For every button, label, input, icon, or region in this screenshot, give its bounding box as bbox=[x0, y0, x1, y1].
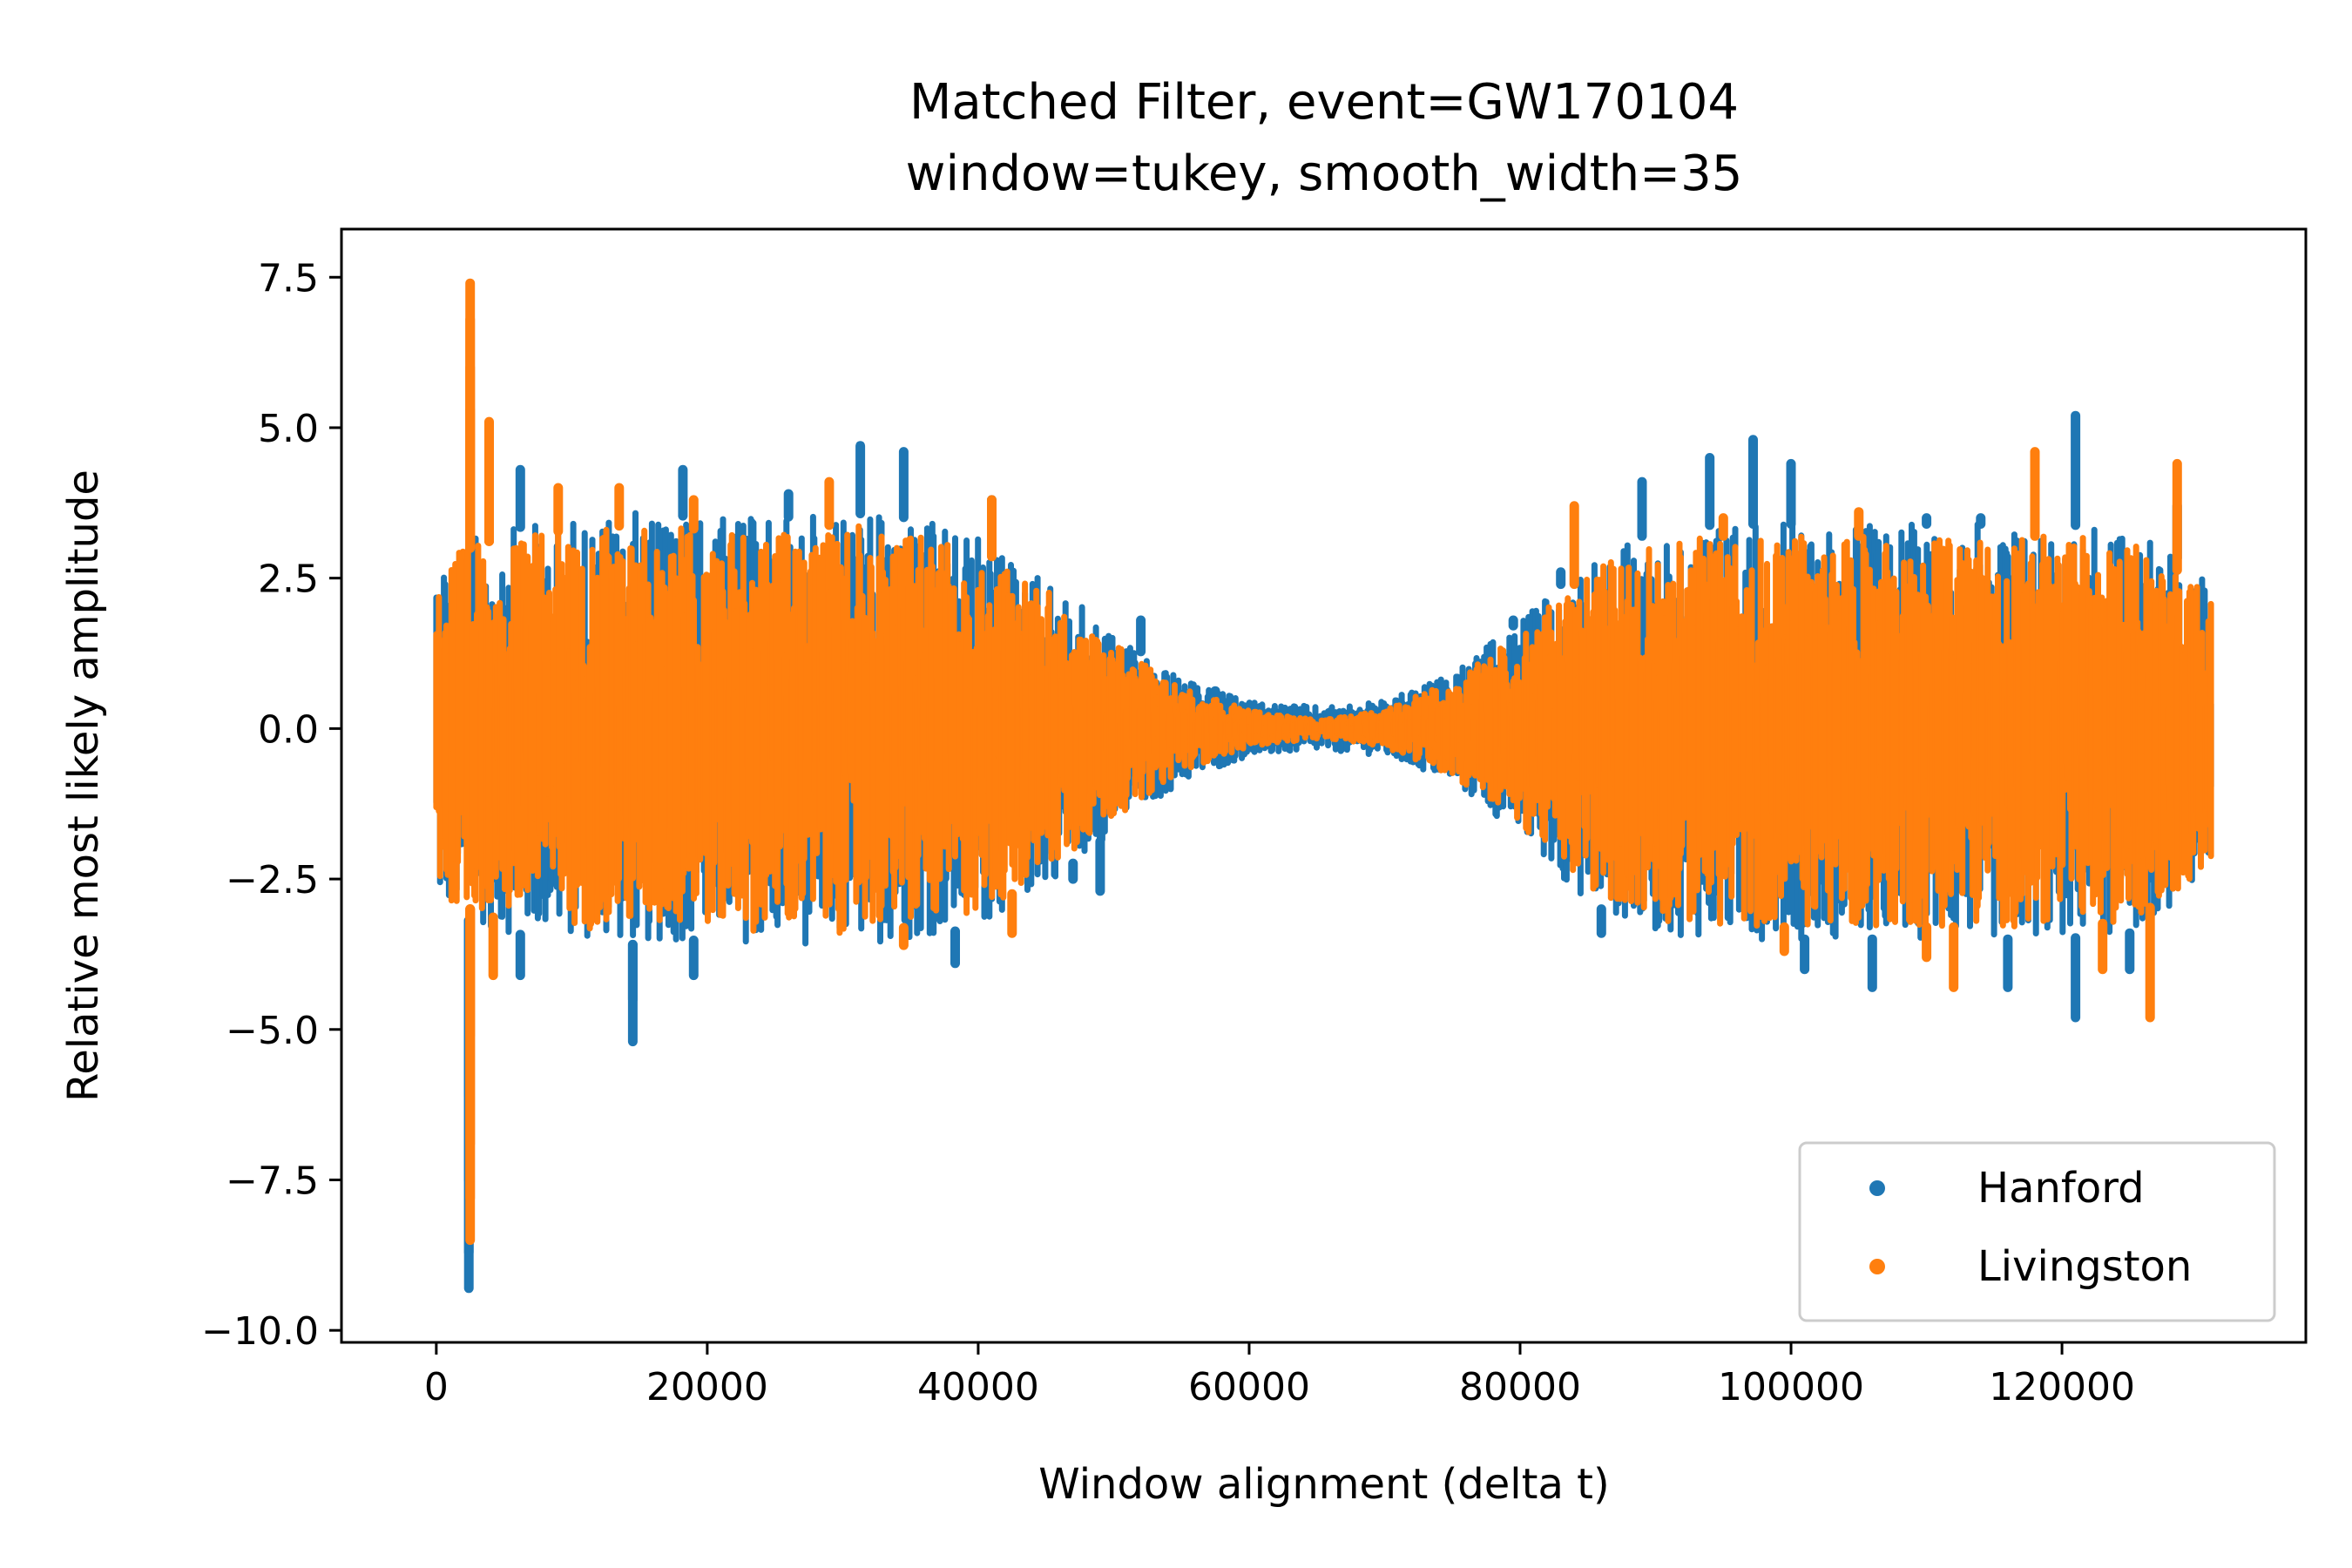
y-tick-label: −2.5 bbox=[226, 858, 319, 902]
x-tick-label: 0 bbox=[424, 1365, 449, 1409]
y-axis: 7.5 5.0 2.5 0.0 −2.5 −5.0 −7.5 −10.0 bbox=[201, 256, 341, 1354]
plot-area bbox=[433, 278, 2214, 1294]
x-tick-label: 100000 bbox=[1718, 1365, 1864, 1409]
legend-box bbox=[1798, 1141, 2276, 1322]
y-tick-label: 0.0 bbox=[258, 707, 319, 752]
y-axis-label: Relative most likely amplitude bbox=[59, 470, 108, 1102]
x-axis: 0 20000 40000 60000 80000 100000 120000 bbox=[424, 1342, 2135, 1409]
y-tick-label: −10.0 bbox=[201, 1309, 319, 1354]
x-tick-label: 120000 bbox=[1989, 1365, 2135, 1409]
y-tick-label: −5.0 bbox=[226, 1009, 319, 1053]
legend-label-livingston: Livingston bbox=[1977, 1242, 2192, 1291]
plot-frame bbox=[340, 227, 2308, 1344]
x-tick-label: 20000 bbox=[646, 1365, 768, 1409]
y-tick-label: 2.5 bbox=[258, 558, 319, 602]
legend-marker-hanford bbox=[1869, 1180, 1885, 1196]
x-tick-label: 40000 bbox=[917, 1365, 1039, 1409]
y-tick-label: −7.5 bbox=[226, 1159, 319, 1203]
chart-title: Matched Filter, event=GW170104 bbox=[909, 74, 1739, 131]
livingston-series bbox=[433, 278, 2214, 1246]
y-tick-label: 5.0 bbox=[258, 407, 319, 451]
legend-marker-livingston bbox=[1869, 1259, 1885, 1274]
x-tick-label: 80000 bbox=[1459, 1365, 1581, 1409]
chart-subtitle: window=tukey, smooth_width=35 bbox=[906, 145, 1743, 202]
legend-label-hanford: Hanford bbox=[1977, 1164, 2145, 1213]
legend: Hanford Livingston bbox=[1798, 1141, 2276, 1322]
x-axis-label: Window alignment (delta t) bbox=[1038, 1460, 1609, 1509]
y-tick-label: 7.5 bbox=[258, 256, 319, 301]
x-tick-label: 60000 bbox=[1188, 1365, 1310, 1409]
